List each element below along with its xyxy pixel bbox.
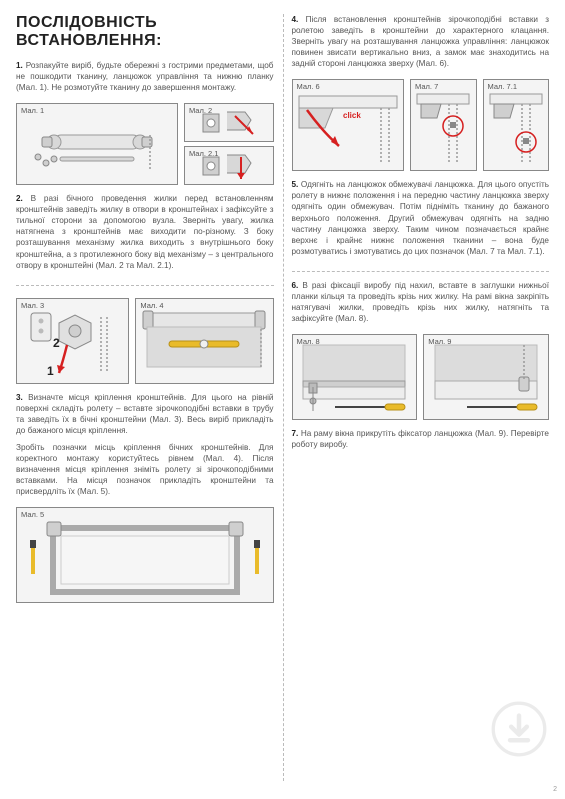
svg-text:2: 2 — [53, 336, 60, 350]
click-text: click — [343, 111, 361, 120]
step-1-text: Розпакуйте виріб, будьте обережні з гост… — [16, 61, 274, 92]
step-3a-text: Визначте місця кріплення кронштейнів. Дл… — [16, 393, 274, 435]
fig-row-6-7: Мал. 6 click Мал. 7 — [292, 79, 550, 171]
fig-9-label: Мал. 9 — [428, 337, 451, 346]
figure-9: Мал. 9 — [423, 334, 549, 420]
step-5-num: 5. — [292, 180, 299, 189]
fig-7-label: Мал. 7 — [415, 82, 438, 91]
step-4-num: 4. — [292, 15, 299, 24]
fig-6-label: Мал. 6 — [297, 82, 320, 91]
step-4-text: Після встановлення кронштейнів зірочкопо… — [292, 15, 550, 68]
fig71-svg — [486, 82, 546, 168]
fig-1-label: Мал. 1 — [21, 106, 44, 115]
fig8-svg — [295, 337, 413, 417]
step-1-num: 1. — [16, 61, 23, 70]
fig-8-label: Мал. 8 — [297, 337, 320, 346]
step-5: 5. Одягніть на ланцюжок обмежувачі ланцю… — [292, 179, 550, 256]
fig5-svg — [25, 510, 265, 600]
left-divider-1 — [16, 285, 274, 286]
fig1-svg — [32, 107, 162, 181]
figure-2: Мал. 2 — [184, 103, 274, 142]
fig-row-3-4: Мал. 3 2 1 Мал. 4 — [16, 298, 274, 384]
step-7: 7. На раму вікна прикрутіть фіксатор лан… — [292, 428, 550, 450]
page-title: ПОСЛІДОВНІСТЬ ВСТАНОВЛЕННЯ: — [16, 14, 274, 50]
fig-2-label: Мал. 2 — [189, 106, 212, 115]
step-7-num: 7. — [292, 429, 299, 438]
step-7-text: На раму вікна прикрутіть фіксатор ланцюж… — [292, 429, 550, 449]
step-2-num: 2. — [16, 194, 23, 203]
step-2-text: В разі бічного проведення жилки перед вс… — [16, 194, 274, 269]
figure-2-1: Мал. 2.1 — [184, 146, 274, 185]
fig-71-label: Мал. 7.1 — [488, 82, 517, 91]
figure-8: Мал. 8 — [292, 334, 418, 420]
figure-1: Мал. 1 — [16, 103, 178, 185]
step-3b: Зробіть позначки місць кріплення бічних … — [16, 442, 274, 497]
fig4-svg — [139, 301, 269, 381]
fig-row-5: Мал. 5 — [16, 507, 274, 603]
figure-6: Мал. 6 click — [292, 79, 405, 171]
step-6-text: В разі фіксації виробу під нахил, вставт… — [292, 281, 550, 323]
page-number: 2 — [553, 786, 557, 793]
right-divider-1 — [292, 271, 550, 272]
fig-row-8-9: Мал. 8 Мал. 9 — [292, 334, 550, 420]
step-4: 4. Після встановлення кронштейнів зірочк… — [292, 14, 550, 69]
watermark-icon — [491, 701, 547, 757]
fig-3-label: Мал. 3 — [21, 301, 44, 310]
fig-21-label: Мал. 2.1 — [189, 149, 218, 158]
step-3-num: 3. — [16, 393, 23, 402]
figure-3: Мал. 3 2 1 — [16, 298, 129, 384]
step-6-num: 6. — [292, 281, 299, 290]
fig6-svg: click — [293, 82, 403, 168]
fig3-svg: 2 1 — [23, 301, 123, 381]
figure-7-1: Мал. 7.1 — [483, 79, 549, 171]
step-1: 1. Розпакуйте виріб, будьте обережні з г… — [16, 60, 274, 93]
vertical-divider — [283, 14, 284, 781]
step-3b-text: Зробіть позначки місць кріплення бічних … — [16, 443, 274, 496]
figure-7: Мал. 7 — [410, 79, 476, 171]
fig-row-1-2: Мал. 1 Мал. 2 — [16, 103, 274, 185]
fig-5-label: Мал. 5 — [21, 510, 44, 519]
step-2: 2. В разі бічного проведення жилки перед… — [16, 193, 274, 270]
left-column: ПОСЛІДОВНІСТЬ ВСТАНОВЛЕННЯ: 1. Розпакуйт… — [16, 14, 274, 789]
figure-5: Мал. 5 — [16, 507, 274, 603]
step-6: 6. В разі фіксації виробу під нахил, вст… — [292, 280, 550, 324]
step-5-text: Одягніть на ланцюжок обмежувачі ланцюжка… — [292, 180, 550, 255]
svg-text:1: 1 — [47, 364, 54, 378]
fig7-svg — [413, 82, 473, 168]
fig9-svg — [427, 337, 545, 417]
step-3a: 3. Визначте місця кріплення кронштейнів.… — [16, 392, 274, 436]
fig-4-label: Мал. 4 — [140, 301, 163, 310]
figure-4: Мал. 4 — [135, 298, 273, 384]
right-column: 4. Після встановлення кронштейнів зірочк… — [292, 14, 550, 789]
